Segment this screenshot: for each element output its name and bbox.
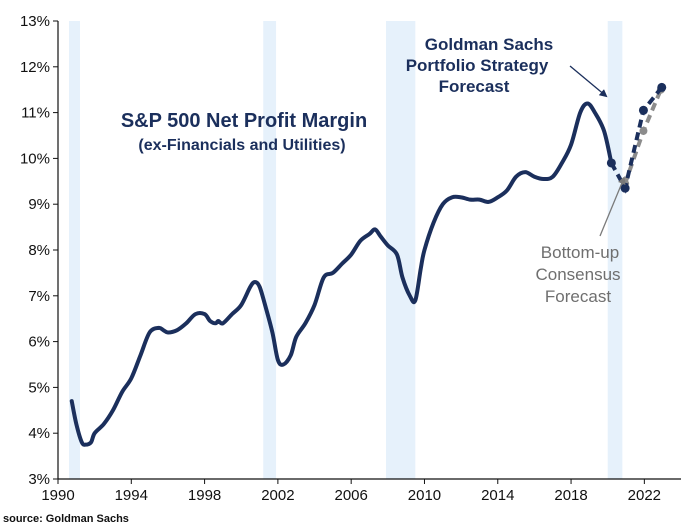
forecast-layer <box>606 82 667 194</box>
recession-band-0 <box>68 21 80 479</box>
x-tick-label-6: 2014 <box>481 487 514 504</box>
bu-forecast-label-line3: Forecast <box>545 287 611 306</box>
y-tick-label-9: 12% <box>20 59 50 76</box>
y-tick-label-0: 3% <box>28 471 50 488</box>
y-tick-label-1: 4% <box>28 425 50 442</box>
x-tick-label-1: 1994 <box>115 487 148 504</box>
x-tick-label-2: 1998 <box>188 487 221 504</box>
y-tick-label-6: 9% <box>28 196 50 213</box>
gs-forecast-label-line2: Portfolio Strategy <box>406 56 549 75</box>
y-tick-label-5: 8% <box>28 242 50 259</box>
x-tick-label-7: 2018 <box>554 487 587 504</box>
y-tick-label-8: 11% <box>21 105 50 122</box>
gs-forecast-label-line1: Goldman Sachs <box>425 35 553 54</box>
recession-band-3 <box>607 21 623 479</box>
gs-forecast-line <box>609 86 664 194</box>
chart-subtitle: (ex-Financials and Utilities) <box>138 137 345 154</box>
source-note: source: Goldman Sachs <box>3 513 129 525</box>
chart-title: S&P 500 Net Profit Margin <box>121 110 367 132</box>
y-tick-label-2: 5% <box>28 379 50 396</box>
bu-forecast-label-line1: Bottom-up <box>541 243 619 262</box>
gs-forecast-point-0 <box>606 158 616 168</box>
x-axis-ticks: 1990 1994 1998 2002 2006 2010 2014 2018 2022 <box>41 479 661 504</box>
x-tick-label-0: 1990 <box>41 487 74 504</box>
series-layer <box>69 101 614 447</box>
x-tick-label-3: 2002 <box>261 487 294 504</box>
bottom-up-forecast-point-1 <box>639 126 648 135</box>
gs-forecast-label-line3: Forecast <box>439 77 510 96</box>
gs-forecast-point-1 <box>620 183 630 193</box>
y-tick-label-3: 6% <box>28 334 50 351</box>
y-tick-label-7: 10% <box>20 150 50 167</box>
recession-band-1 <box>263 21 277 479</box>
x-tick-label-4: 2006 <box>334 487 367 504</box>
y-axis-ticks: 3% 4% 5% 6% 7% 8% 9% 10% 11% 12% 13% <box>20 13 58 488</box>
y-tick-label-10: 13% <box>20 13 50 30</box>
series-line-0 <box>69 101 614 447</box>
bu-forecast-label-line2: Consensus <box>535 265 620 284</box>
bu-annotation-arrow <box>599 176 626 237</box>
gs-forecast-point-2 <box>638 105 648 115</box>
bottom-up-forecast-line <box>623 88 663 185</box>
gs-annotation-arrow <box>569 65 608 98</box>
x-tick-label-8: 2022 <box>628 487 661 504</box>
recession-bands <box>68 21 623 479</box>
x-tick-label-5: 2010 <box>408 487 441 504</box>
gs-forecast-point-3 <box>657 82 667 92</box>
y-tick-label-4: 7% <box>28 288 50 305</box>
